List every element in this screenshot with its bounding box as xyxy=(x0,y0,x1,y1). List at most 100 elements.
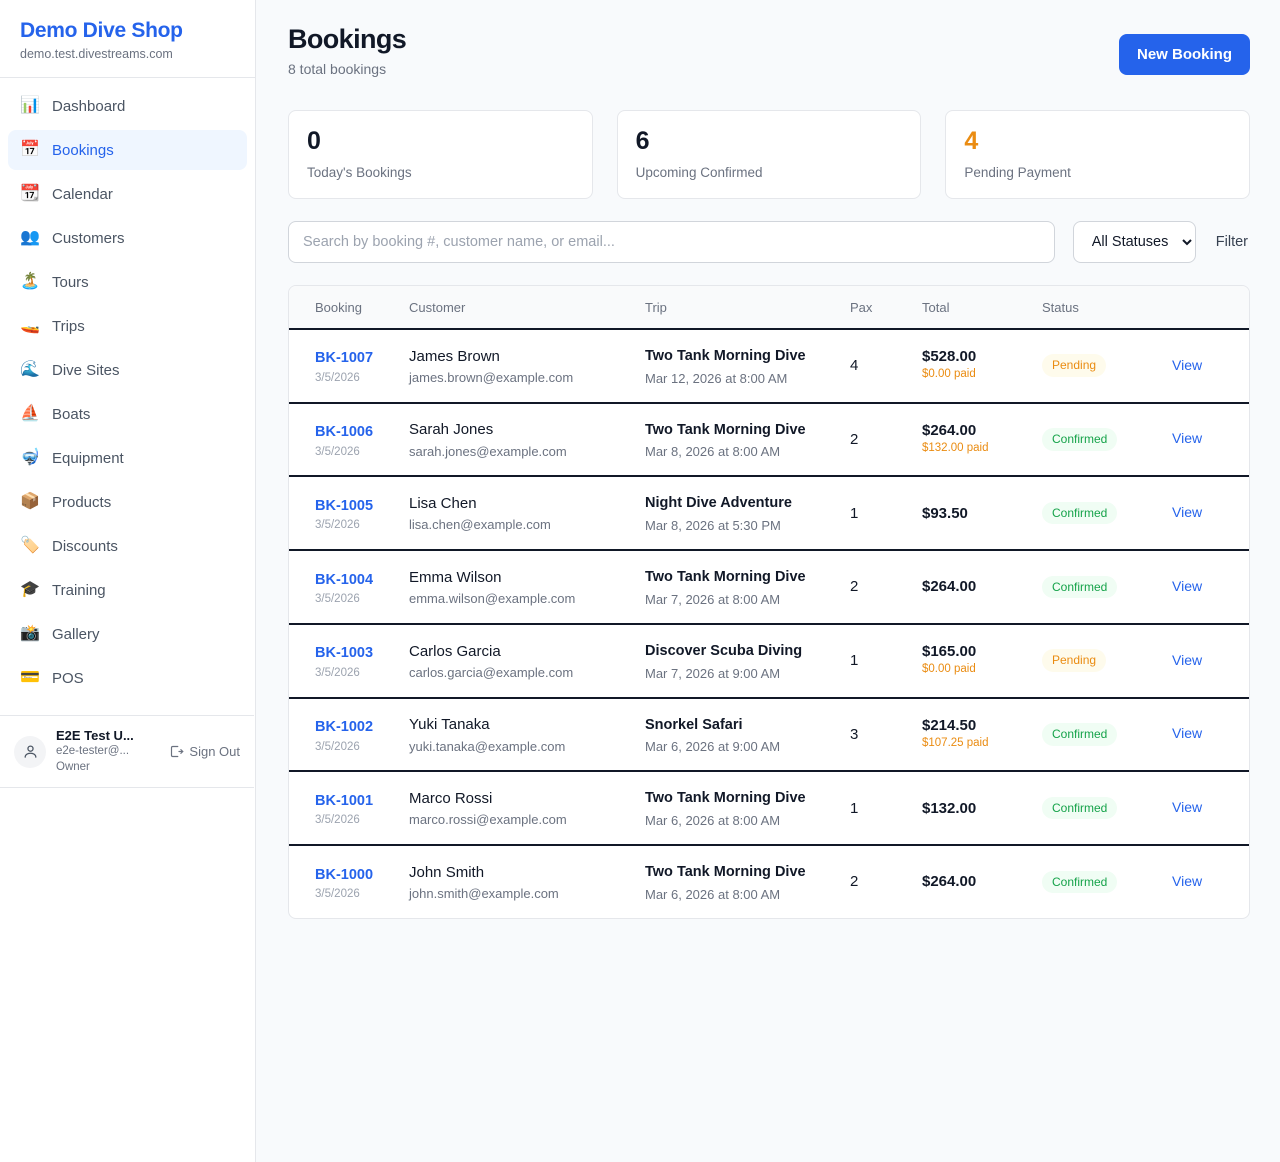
booking-id-link[interactable]: BK-1006 xyxy=(315,424,374,441)
booking-id-link[interactable]: BK-1002 xyxy=(315,719,374,736)
booking-id-link[interactable]: BK-1005 xyxy=(315,497,374,514)
table-row[interactable]: BK-1002 3/5/2026 Yuki Tanaka yuki.tanaka@ex… xyxy=(289,697,1249,773)
stat-card: 0 Today's Bookings xyxy=(288,110,593,199)
pax-count: 2 xyxy=(850,578,859,596)
cell-booking: BK-1004 3/5/2026 xyxy=(289,550,399,625)
booking-id-link[interactable]: BK-1003 xyxy=(315,645,374,662)
sidebar-item-trips[interactable]: 🚤 Trips xyxy=(8,306,247,346)
sidebar-item-dashboard[interactable]: 📊 Dashboard xyxy=(8,86,247,126)
cell-pax: 1 xyxy=(840,771,912,846)
cell-status: Confirmed xyxy=(1032,697,1162,773)
table-row[interactable]: BK-1006 3/5/2026 Sarah Jones sarah.jones@ex… xyxy=(289,402,1249,478)
table-row[interactable]: BK-1000 3/5/2026 John Smith john.smith@exam… xyxy=(289,845,1249,918)
total-amount: $165.00 xyxy=(922,643,977,661)
avatar xyxy=(14,735,46,768)
cell-total: $214.50 $107.25 paid xyxy=(912,697,1032,773)
booking-id-link[interactable]: BK-1000 xyxy=(315,866,374,883)
booking-created-date: 3/5/2026 xyxy=(315,519,360,532)
filter-button[interactable]: Filter xyxy=(1214,228,1250,256)
total-amount: $132.00 xyxy=(922,799,977,817)
cell-total: $528.00 $0.00 paid xyxy=(912,328,1032,404)
search-input[interactable] xyxy=(288,220,1055,263)
cell-customer: John Smith john.smith@example.com xyxy=(399,845,635,918)
sidebar-item-gallery[interactable]: 📸 Gallery xyxy=(8,614,247,654)
page-header-text: Bookings 8 total bookings xyxy=(288,24,407,77)
view-link[interactable]: View xyxy=(1172,651,1203,668)
sidebar-item-label: Calendar xyxy=(52,185,113,203)
table-row[interactable]: BK-1005 3/5/2026 Lisa Chen lisa.chen@exampl… xyxy=(289,476,1249,551)
status-filter-select[interactable]: All Statuses xyxy=(1072,220,1196,263)
stat-card: 4 Pending Payment xyxy=(945,110,1251,199)
customer-email: james.brown@example.com xyxy=(409,369,574,385)
sidebar-item-boats[interactable]: ⛵ Boats xyxy=(8,394,247,434)
trip-name: Discover Scuba Diving xyxy=(645,642,803,659)
sidebar-item-pos[interactable]: 💳 POS xyxy=(8,658,247,698)
column-header: Status xyxy=(1032,285,1162,330)
graduation-cap-icon: 🎓 xyxy=(20,581,40,599)
trip-datetime: Mar 7, 2026 at 9:00 AM xyxy=(645,665,781,681)
booking-created-date: 3/5/2026 xyxy=(315,666,360,679)
trip-datetime: Mar 6, 2026 at 8:00 AM xyxy=(645,886,781,902)
cell-action: View xyxy=(1162,328,1249,404)
sidebar-item-discounts[interactable]: 🏷️ Discounts xyxy=(8,526,247,566)
sidebar-item-training[interactable]: 🎓 Training xyxy=(8,570,247,610)
view-link[interactable]: View xyxy=(1172,430,1203,447)
cell-booking: BK-1005 3/5/2026 xyxy=(289,476,399,551)
cell-trip: Two Tank Morning Dive Mar 12, 2026 at 8:0… xyxy=(635,328,840,404)
trip-datetime: Mar 6, 2026 at 8:00 AM xyxy=(645,813,781,828)
column-header: Customer xyxy=(399,285,635,330)
pax-count: 3 xyxy=(850,725,859,743)
bookings-table: Booking Customer Trip Pax Total Status BK-100… xyxy=(289,285,1249,918)
table-row[interactable]: BK-1001 3/5/2026 Marco Rossi marco.rossi@ex… xyxy=(289,771,1249,846)
sidebar-item-dive-sites[interactable]: 🌊 Dive Sites xyxy=(8,350,247,390)
cell-status: Confirmed xyxy=(1032,550,1162,625)
stat-value: 0 xyxy=(307,127,321,155)
cell-booking: BK-1000 3/5/2026 xyxy=(289,845,399,918)
trip-name: Two Tank Morning Dive xyxy=(645,421,806,438)
sidebar-item-products[interactable]: 📦 Products xyxy=(8,482,247,522)
paid-amount: $0.00 paid xyxy=(922,368,976,381)
cell-trip: Snorkel Safari Mar 6, 2026 at 9:00 AM xyxy=(635,697,840,773)
view-link[interactable]: View xyxy=(1172,872,1203,889)
wave-icon: 🌊 xyxy=(20,361,40,379)
sidebar-item-label: Products xyxy=(52,493,112,511)
view-link[interactable]: View xyxy=(1172,577,1203,594)
view-link[interactable]: View xyxy=(1172,356,1203,373)
sidebar-item-bookings[interactable]: 📅 Bookings xyxy=(8,130,247,171)
cell-status: Pending xyxy=(1032,623,1162,699)
customer-email: carlos.garcia@example.com xyxy=(409,664,574,680)
user-email: e2e-tester@... xyxy=(56,745,130,758)
stat-label: Pending Payment xyxy=(964,164,1071,180)
new-booking-button[interactable]: New Booking xyxy=(1118,34,1250,75)
total-amount: $264.00 xyxy=(922,873,977,891)
sidebar-item-equipment[interactable]: 🤿 Equipment xyxy=(8,438,247,478)
pax-count: 2 xyxy=(850,873,859,891)
paid-amount: $107.25 paid xyxy=(922,737,989,750)
table-row[interactable]: BK-1004 3/5/2026 Emma Wilson emma.wilson@ex… xyxy=(289,550,1249,625)
people-icon: 👥 xyxy=(20,229,40,247)
stat-value: 4 xyxy=(964,127,979,155)
brand-name: Demo Dive Shop xyxy=(20,19,183,42)
sidebar-item-customers[interactable]: 👥 Customers xyxy=(8,218,247,258)
sign-out-button[interactable]: Sign Out xyxy=(169,744,240,759)
sidebar-item-tours[interactable]: 🏝️ Tours xyxy=(8,262,247,302)
cell-booking: BK-1003 3/5/2026 xyxy=(289,623,399,699)
sidebar-item-calendar[interactable]: 📆 Calendar xyxy=(8,174,247,214)
view-link[interactable]: View xyxy=(1172,504,1203,521)
booking-id-link[interactable]: BK-1001 xyxy=(315,792,374,809)
booking-id-link[interactable]: BK-1004 xyxy=(315,571,374,588)
table-row[interactable]: BK-1007 3/5/2026 James Brown james.brown@ex… xyxy=(289,328,1249,404)
brand-domain: demo.test.divestreams.com xyxy=(20,47,173,62)
view-link[interactable]: View xyxy=(1172,799,1203,816)
customer-name: Sarah Jones xyxy=(409,421,494,439)
table-row[interactable]: BK-1003 3/5/2026 Carlos Garcia carlos.garci… xyxy=(289,623,1249,699)
sailboat-icon: ⛵ xyxy=(20,405,40,423)
sidebar-item-label: Discounts xyxy=(52,537,118,555)
cell-booking: BK-1002 3/5/2026 xyxy=(289,697,399,773)
pax-count: 4 xyxy=(850,357,859,375)
cell-customer: Yuki Tanaka yuki.tanaka@example.com xyxy=(399,697,635,773)
trip-datetime: Mar 7, 2026 at 8:00 AM xyxy=(645,591,781,607)
view-link[interactable]: View xyxy=(1172,725,1203,742)
booking-id-link[interactable]: BK-1007 xyxy=(315,350,374,367)
bookings-table-card: Booking Customer Trip Pax Total Status BK-100… xyxy=(288,284,1250,919)
